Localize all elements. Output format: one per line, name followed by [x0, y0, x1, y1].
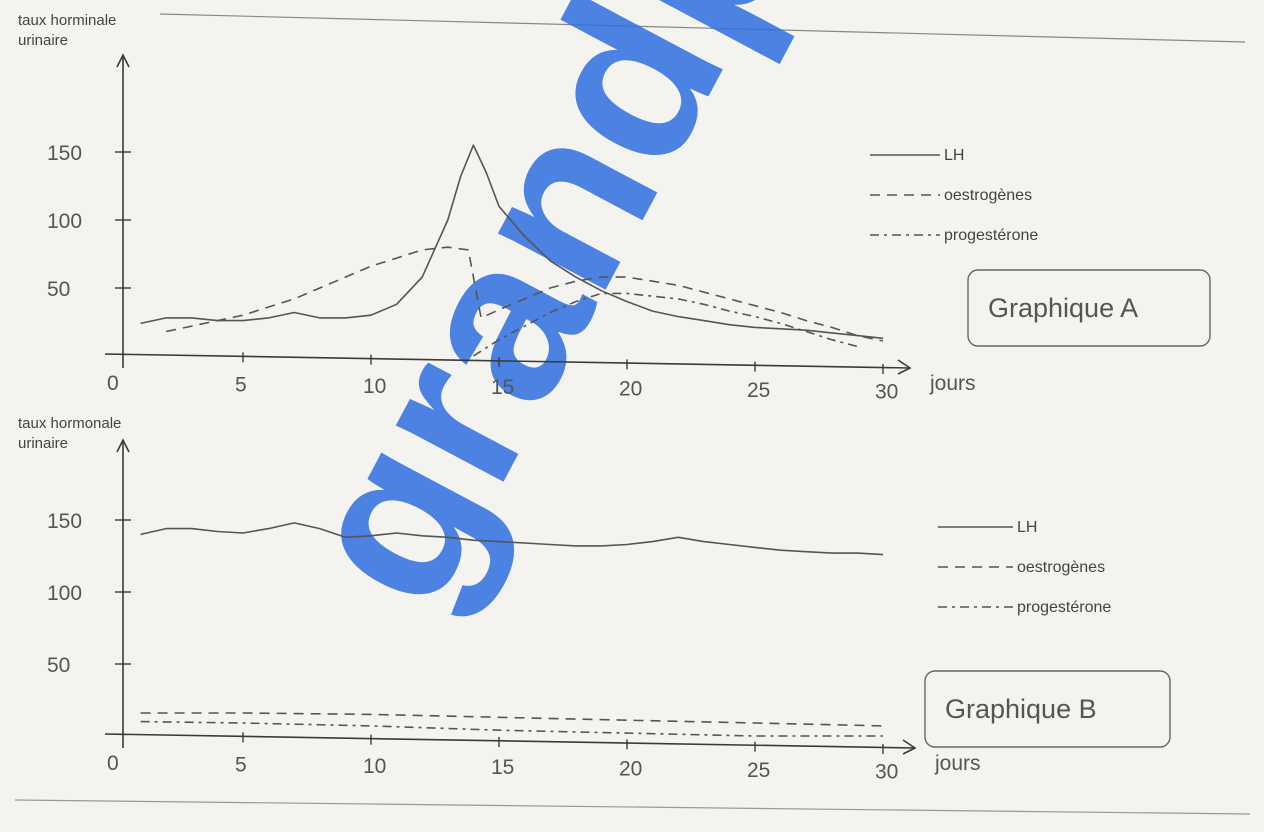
x-tick-label-0: 0 — [107, 752, 119, 775]
x-axis-arrow — [902, 739, 917, 755]
x-tick-label-0: 0 — [107, 372, 119, 395]
x-axis-arrow — [897, 359, 912, 375]
chart-graphique-b: taux hormonale urinaire 0 5 10 15 20 25 30 jours 5… — [18, 415, 1171, 783]
series-line-lh — [140, 144, 884, 340]
y-tick-label-50: 50 — [47, 654, 70, 677]
y-tick-label-100: 100 — [47, 210, 82, 233]
series-line-oestrogenes — [166, 246, 884, 342]
x-axis — [104, 733, 916, 749]
series-line-progesterone — [472, 292, 858, 357]
watermark: grandpr — [246, 0, 881, 643]
title-box — [924, 670, 1171, 748]
x-tick-label-20: 20 — [619, 378, 642, 401]
x-axis-label: jours — [929, 372, 976, 395]
title-box — [967, 269, 1211, 347]
x-tick-label-5: 5 — [235, 373, 247, 396]
y-axis-arrow — [116, 438, 130, 453]
x-axis — [104, 353, 911, 369]
y-axis-arrow — [116, 53, 130, 68]
y-axis-label: taux horminale urinaire — [18, 12, 116, 49]
y-tick-label-150: 150 — [47, 510, 82, 533]
y-axis-label-line-2: urinaire — [18, 435, 68, 452]
bottom-rule — [14, 799, 1251, 815]
y-tick-label-100: 100 — [47, 582, 82, 605]
y-axis-label-line-1: taux horminale — [18, 12, 116, 29]
chart-graphique-a: taux horminale urinaire 0 5 10 15 20 25 30 jours 5… — [18, 12, 1211, 403]
x-tick-label-25: 25 — [747, 379, 770, 402]
legend-label-progesterone: progestérone — [944, 227, 1038, 244]
legend-label-lh: LH — [1017, 519, 1037, 536]
top-rule — [159, 13, 1246, 43]
x-tick-label-20: 20 — [619, 758, 642, 781]
y-axis-label-line-2: urinaire — [18, 32, 68, 49]
y-axis-label: taux hormonale urinaire — [18, 415, 121, 452]
x-tick-label-5: 5 — [235, 753, 247, 776]
x-tick-label-15: 15 — [491, 756, 514, 779]
legend-label-oestrogenes: oestrogènes — [1017, 559, 1105, 576]
x-tick-label-15: 15 — [491, 376, 514, 399]
series-line-oestrogenes — [140, 712, 884, 727]
y-tick-label-150: 150 — [47, 142, 82, 165]
x-tick-label-30: 30 — [875, 380, 898, 403]
legend-label-progesterone: progestérone — [1017, 599, 1111, 616]
x-tick-label-10: 10 — [363, 755, 386, 778]
chart-title: Graphique B — [945, 694, 1097, 724]
x-axis-label: jours — [934, 752, 981, 775]
legend-label-oestrogenes: oestrogènes — [944, 187, 1032, 204]
x-tick-label-30: 30 — [875, 760, 898, 783]
y-tick-label-50: 50 — [47, 278, 70, 301]
series-line-lh — [140, 522, 884, 556]
y-axis-label-line-1: taux hormonale — [18, 415, 121, 432]
x-tick-label-10: 10 — [363, 375, 386, 398]
series-line-progesterone — [140, 720, 883, 737]
legend-label-lh: LH — [944, 147, 964, 164]
x-tick-label-25: 25 — [747, 759, 770, 782]
chart-title: Graphique A — [988, 293, 1138, 323]
